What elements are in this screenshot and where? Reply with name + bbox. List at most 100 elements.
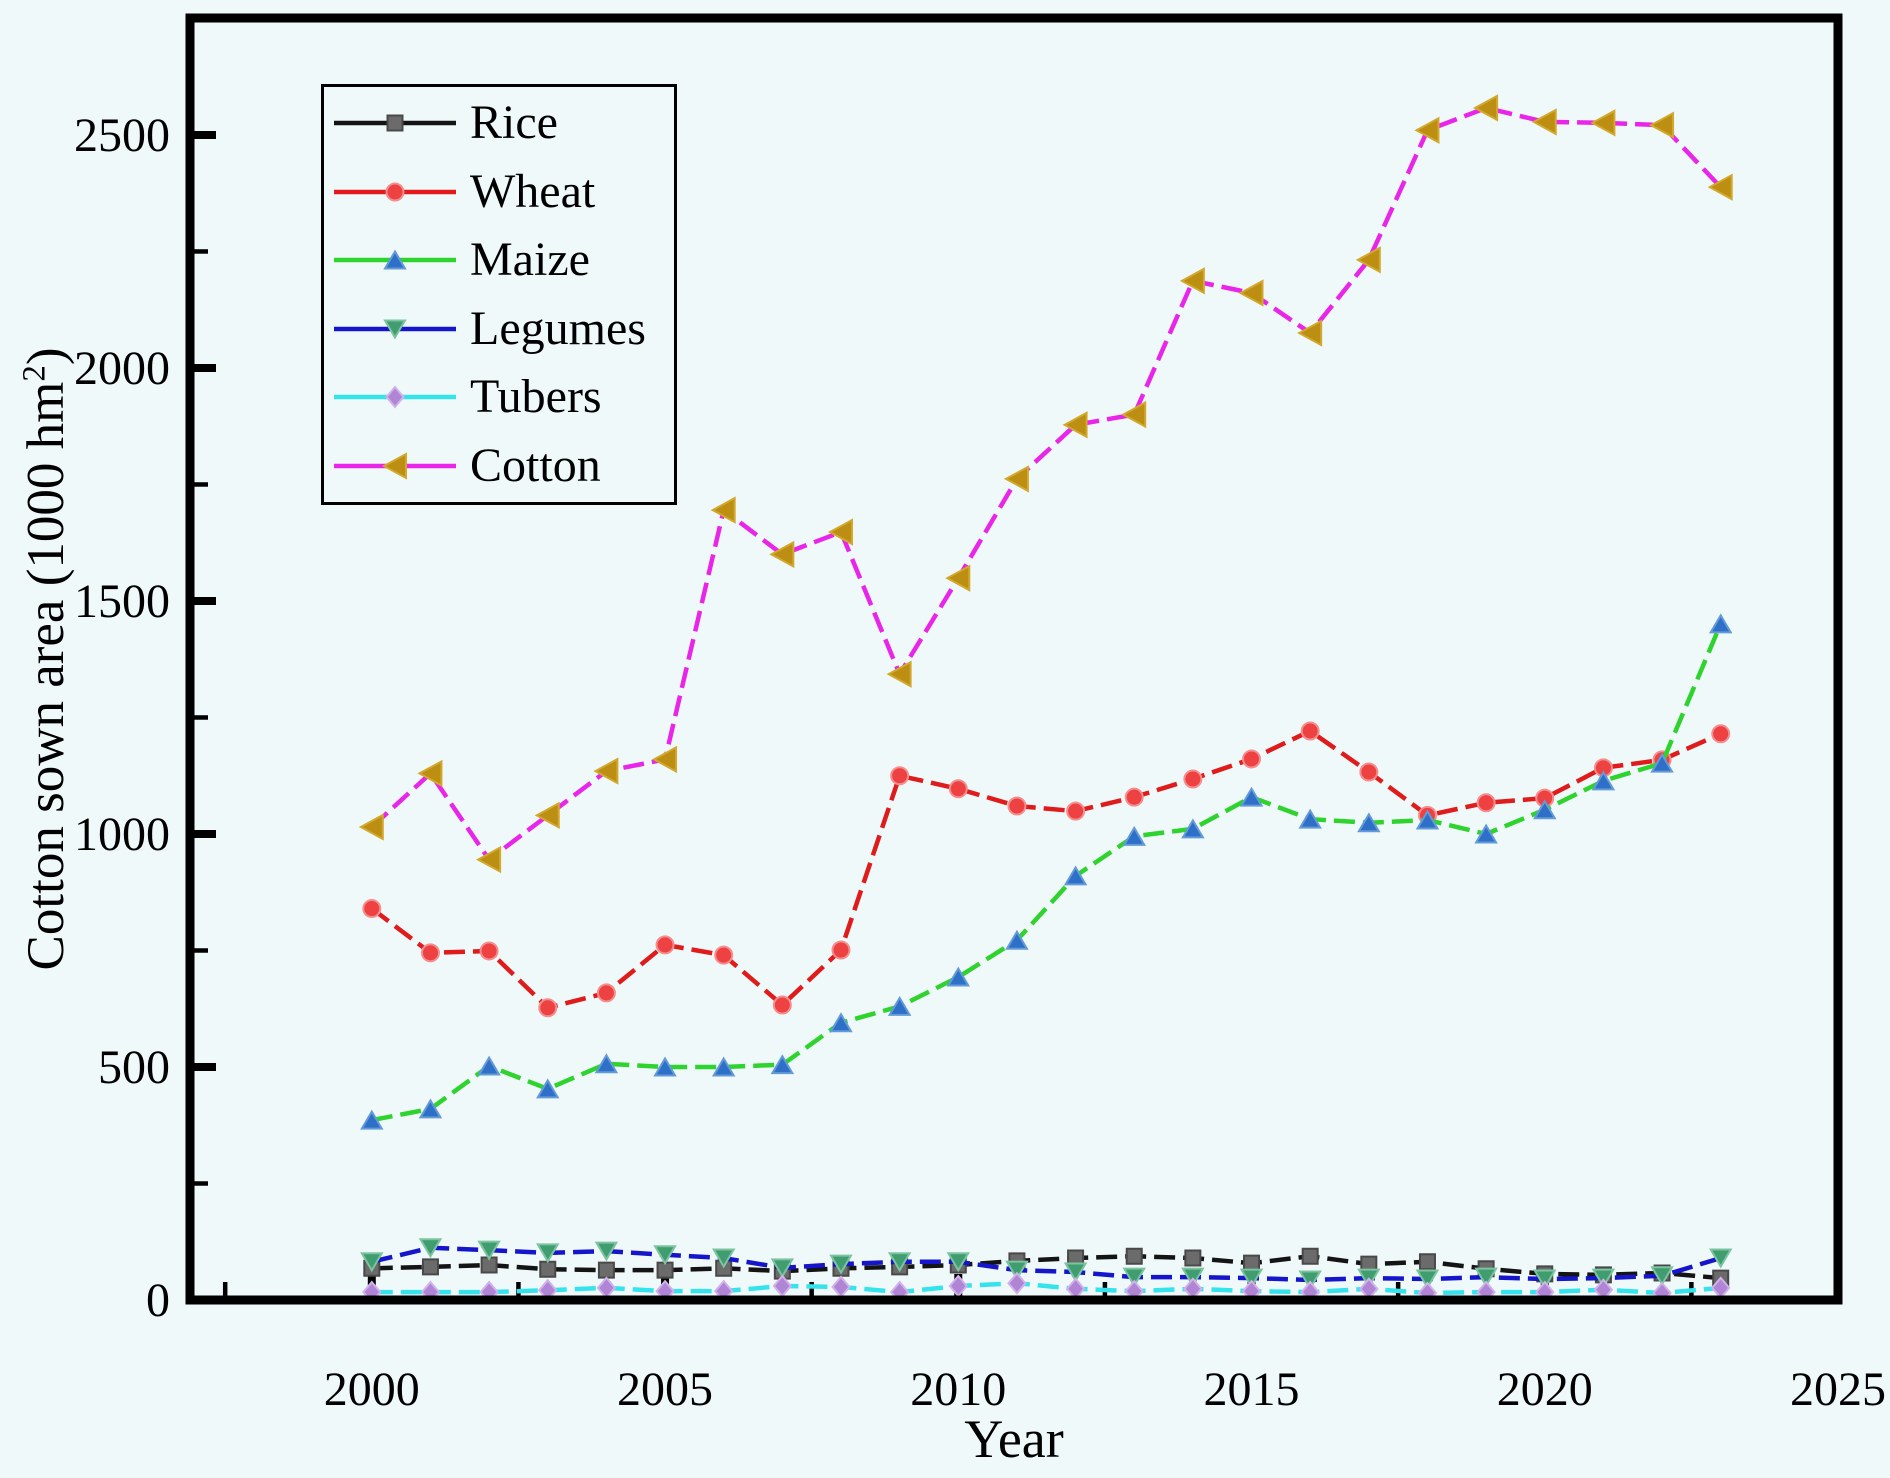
- axis-ticks: 0 500 1000 1500 2000 2500 2000 2005 2010 2015 2020…: [74, 109, 1886, 1416]
- data-point-cotton-2015: [1238, 279, 1264, 307]
- data-point-cotton-2005: [651, 745, 678, 774]
- maize-line-marker-icon: [334, 249, 456, 270]
- data-point-maize-2023: [1708, 613, 1733, 634]
- legend-item-maize: Maize: [330, 227, 674, 293]
- data-point-cotton-2008: [827, 518, 853, 546]
- data-point-maize-2001: [418, 1098, 443, 1119]
- data-point-maize-2019: [1474, 823, 1498, 844]
- data-point-legumes-2016: [1298, 1270, 1322, 1291]
- series-cotton: [358, 94, 1733, 874]
- data-point-maize-2006: [711, 1056, 736, 1077]
- data-point-cotton-2020: [1531, 108, 1557, 136]
- data-point-legumes-2011: [1005, 1260, 1029, 1281]
- legend-label-maize: Maize: [470, 233, 590, 287]
- rice-line-marker-icon: [334, 114, 456, 132]
- series-rice: [363, 1247, 1730, 1287]
- y-tick-label: 2500: [74, 109, 170, 162]
- legend-label-wheat: Wheat: [470, 164, 596, 218]
- legend-label-legumes: Legumes: [470, 301, 646, 355]
- data-point-rice-2005: [656, 1261, 674, 1279]
- data-point-maize-2022: [1650, 752, 1674, 773]
- data-point-maize-2018: [1415, 809, 1440, 830]
- data-point-cotton-2017: [1355, 246, 1381, 274]
- data-point-maize-2011: [1005, 929, 1029, 950]
- data-point-legumes-2008: [829, 1254, 853, 1275]
- data-point-cotton-2003: [534, 801, 560, 830]
- data-point-legumes-2007: [770, 1258, 795, 1279]
- data-point-wheat-2003: [538, 998, 558, 1018]
- data-point-tubers-2004: [596, 1276, 617, 1300]
- data-point-legumes-2014: [1181, 1267, 1205, 1288]
- data-point-cotton-2001: [417, 759, 443, 788]
- data-point-legumes-2001: [418, 1238, 443, 1259]
- data-point-rice-2002: [480, 1256, 498, 1274]
- legend-item-cotton: Cotton: [330, 433, 674, 499]
- data-point-rice-2013: [1125, 1247, 1143, 1265]
- data-point-maize-2007: [770, 1054, 795, 1075]
- data-point-wheat-2012: [1066, 801, 1086, 821]
- series-line-legumes: [371, 1245, 1722, 1283]
- data-point-wheat-2023: [1711, 724, 1731, 744]
- data-point-maize-2005: [653, 1056, 677, 1077]
- series-line-rice: [371, 1253, 1721, 1281]
- series-maize: [360, 613, 1733, 1130]
- data-point-legumes-2022: [1650, 1266, 1674, 1287]
- legend-marker-rice: [386, 114, 404, 132]
- data-point-maize-2021: [1591, 770, 1616, 791]
- y-axis-title: Cotton sown area (1000 hm2): [16, 347, 75, 971]
- wheat-line-marker-icon: [334, 182, 456, 202]
- data-point-maize-2016: [1298, 808, 1322, 829]
- data-point-cotton-2012: [1062, 411, 1088, 439]
- data-point-rice-2016: [1301, 1247, 1319, 1265]
- data-point-legumes-2013: [1122, 1267, 1146, 1288]
- data-point-wheat-2010: [948, 779, 968, 799]
- y-tick-label: 2000: [74, 342, 170, 395]
- legend-label-cotton: Cotton: [470, 438, 601, 492]
- data-point-maize-2004: [594, 1053, 619, 1074]
- data-point-maize-2010: [946, 966, 971, 987]
- data-point-tubers-2010: [948, 1274, 969, 1298]
- data-point-tubers-2008: [831, 1275, 851, 1299]
- data-point-rice-2014: [1184, 1249, 1202, 1267]
- data-point-cotton-2023: [1707, 173, 1733, 201]
- data-point-maize-2012: [1063, 865, 1088, 886]
- series-line-maize: [371, 622, 1723, 1123]
- data-point-legumes-2003: [536, 1243, 560, 1264]
- cotton-line-marker-icon: [334, 452, 456, 480]
- data-point-wheat-2007: [772, 995, 792, 1015]
- data-point-cotton-2002: [476, 845, 502, 874]
- legend-item-tubers: Tubers: [330, 364, 674, 430]
- series-line-tubers: [371, 1280, 1721, 1296]
- data-point-legumes-2012: [1063, 1262, 1088, 1283]
- data-point-legumes-2015: [1239, 1268, 1264, 1289]
- data-point-rice-2001: [421, 1258, 439, 1276]
- data-point-maize-2000: [360, 1109, 384, 1130]
- data-point-legumes-2009: [887, 1252, 912, 1273]
- data-point-cotton-2011: [1003, 465, 1029, 493]
- legend-item-rice: Rice: [330, 90, 674, 156]
- x-tick-label: 2005: [617, 1363, 713, 1416]
- data-point-cotton-2021: [1590, 109, 1616, 137]
- data-point-cotton-2004: [593, 757, 619, 785]
- data-point-cotton-2016: [1297, 319, 1323, 347]
- data-point-wheat-2013: [1124, 787, 1144, 807]
- legend-marker-legumes: [383, 319, 407, 340]
- data-point-rice-2003: [539, 1260, 557, 1278]
- data-point-wheat-2016: [1300, 721, 1320, 741]
- data-point-legumes-2004: [594, 1241, 619, 1262]
- legend-marker-tubers: [385, 385, 405, 409]
- legend-item-wheat: Wheat: [330, 159, 674, 225]
- data-point-wheat-2019: [1476, 793, 1496, 813]
- chart-legend: Rice Wheat Maize Legumes Tubers Cotton: [321, 84, 677, 505]
- data-point-cotton-2009: [886, 660, 912, 688]
- y-tick-label: 0: [146, 1274, 170, 1327]
- data-point-cotton-2000: [358, 813, 384, 841]
- data-point-wheat-2001: [420, 943, 440, 963]
- y-tick-label: 1500: [74, 575, 170, 628]
- data-point-maize-2009: [887, 995, 912, 1016]
- data-point-maize-2008: [829, 1012, 853, 1033]
- data-point-legumes-2018: [1415, 1269, 1440, 1290]
- data-point-cotton-2013: [1121, 400, 1147, 429]
- x-tick-label: 2025: [1790, 1363, 1886, 1416]
